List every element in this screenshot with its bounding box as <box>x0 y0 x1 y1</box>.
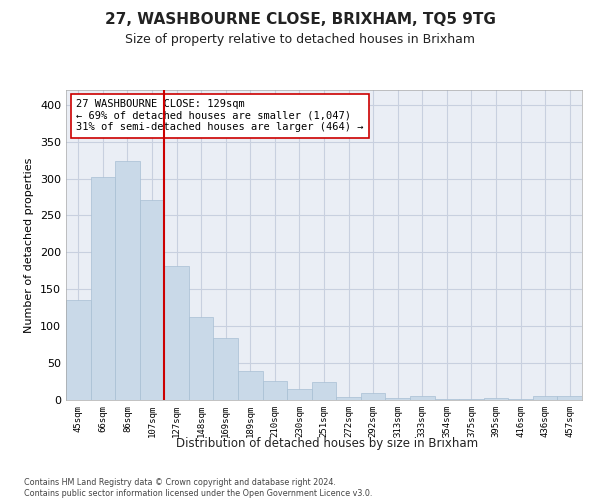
Bar <box>115 161 140 400</box>
Bar <box>214 338 238 400</box>
Bar <box>189 318 214 400</box>
Text: Contains HM Land Registry data © Crown copyright and database right 2024.
Contai: Contains HM Land Registry data © Crown c… <box>24 478 373 498</box>
Bar <box>164 266 189 400</box>
Bar <box>140 200 164 400</box>
Bar <box>533 396 557 400</box>
Bar <box>410 396 434 400</box>
Bar <box>238 371 263 400</box>
Bar <box>336 397 361 400</box>
Text: 27 WASHBOURNE CLOSE: 129sqm
← 69% of detached houses are smaller (1,047)
31% of : 27 WASHBOURNE CLOSE: 129sqm ← 69% of det… <box>76 100 364 132</box>
Bar <box>91 177 115 400</box>
Bar <box>484 398 508 400</box>
Bar <box>287 389 312 400</box>
Bar <box>263 381 287 400</box>
Bar <box>312 382 336 400</box>
Bar <box>361 394 385 400</box>
Text: Size of property relative to detached houses in Brixham: Size of property relative to detached ho… <box>125 32 475 46</box>
Text: Distribution of detached houses by size in Brixham: Distribution of detached houses by size … <box>176 438 478 450</box>
Y-axis label: Number of detached properties: Number of detached properties <box>25 158 34 332</box>
Bar <box>66 300 91 400</box>
Bar <box>557 396 582 400</box>
Text: 27, WASHBOURNE CLOSE, BRIXHAM, TQ5 9TG: 27, WASHBOURNE CLOSE, BRIXHAM, TQ5 9TG <box>104 12 496 28</box>
Bar <box>385 398 410 400</box>
